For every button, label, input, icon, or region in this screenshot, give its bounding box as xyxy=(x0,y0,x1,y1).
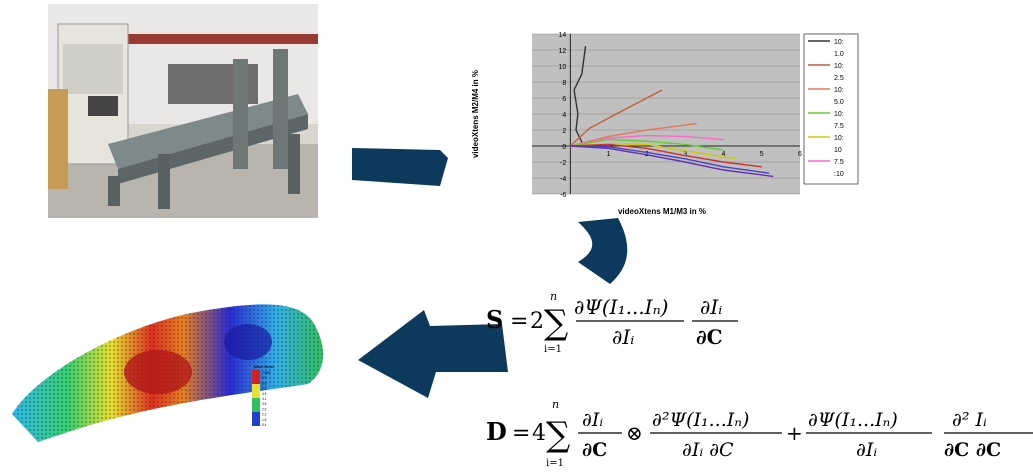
eq-s-sum-top: n xyxy=(550,290,557,303)
svg-text:=: = xyxy=(512,421,530,446)
eq-d-den1: ∂C xyxy=(582,439,607,461)
eq-d-den3: ∂Iᵢ xyxy=(856,439,877,461)
legend-entry: 7.5 xyxy=(834,123,844,130)
eq-s-num1: ∂Ψ(I₁...Iₙ) xyxy=(574,295,668,319)
y-axis-label: videoXtens M2/M4 in % xyxy=(471,70,480,158)
colorbar-tick: 4.9 xyxy=(262,392,267,396)
colorbar-tick: 7.913 xyxy=(262,371,270,375)
y-tick-label: 4 xyxy=(562,112,566,119)
colorbar-tick: 6.0 xyxy=(262,381,267,385)
legend-entry: 7.5 xyxy=(834,159,844,166)
svg-text:∑: ∑ xyxy=(544,303,568,343)
legend-entry: 10 xyxy=(834,147,842,154)
y-tick-label: 6 xyxy=(562,96,566,103)
series-line-8 xyxy=(570,145,770,174)
colorbar-tick: 2.9 xyxy=(262,407,267,411)
eq-d-num2: ∂²Ψ(I₁...Iₙ) xyxy=(652,409,749,431)
series-line-3 xyxy=(570,122,697,147)
colorbar-tick: 0.4 xyxy=(262,423,267,427)
y-tick-label: -4 xyxy=(560,176,566,183)
legend-entry: :10 xyxy=(834,171,844,178)
y-tick-label: -2 xyxy=(560,160,566,167)
legend-entry: 2.5 xyxy=(834,75,844,82)
y-tick-label: 12 xyxy=(558,48,566,55)
svg-text:∑: ∑ xyxy=(546,415,570,455)
x-axis-label: videoXtens M1/M3 in % xyxy=(618,207,706,216)
legend-entry: 10: xyxy=(834,63,844,70)
series-line-1 xyxy=(573,45,587,147)
y-tick-label: 2 xyxy=(562,128,566,135)
eq-s-den2: ∂C xyxy=(696,325,723,349)
eq-d-den4: ∂C ∂C xyxy=(944,439,1001,461)
equation-d: D = 4 ∑ n i=1 ∂Iᵢ ∂C ⊗ ∂²Ψ(I₁...Iₙ) ∂Iᵢ … xyxy=(486,392,1033,470)
y-tick-label: -6 xyxy=(560,192,566,199)
legend-entry: 10: xyxy=(834,87,844,94)
eq-s-den1: ∂Iᵢ xyxy=(612,325,634,349)
legend-entry: 10: xyxy=(834,39,844,46)
legend-entry: 1.0 xyxy=(834,51,844,58)
eq-s-sum-bot: i=1 xyxy=(544,344,562,355)
legend-box xyxy=(803,33,859,185)
colorbar-tick: 2.2 xyxy=(262,413,267,417)
colorbar-tick: 1.5 xyxy=(262,418,267,422)
x-tick-label: 3 xyxy=(683,151,687,158)
series-line-9 xyxy=(570,145,774,178)
x-tick-label: 6 xyxy=(798,151,802,158)
series-line-7 xyxy=(570,143,762,168)
eq-d-num1: ∂Iᵢ xyxy=(582,409,603,431)
test-machine-photo xyxy=(48,4,318,218)
colorbar-tick: 5.5 xyxy=(262,387,267,391)
colorbar-title: Mises Stress xyxy=(254,365,274,369)
colorbar-tick: 4.1 xyxy=(262,397,267,401)
x-tick-label: 4 xyxy=(721,151,725,158)
svg-text:=: = xyxy=(510,309,528,334)
legend-entry: 10: xyxy=(834,135,844,142)
y-tick-label: 14 xyxy=(558,32,566,39)
legend-entry: 5.0 xyxy=(834,99,844,106)
svg-text:⊗: ⊗ xyxy=(626,421,643,445)
eq-d-num4: ∂² Iᵢ xyxy=(952,409,987,431)
series-line-4 xyxy=(570,134,724,147)
eq-d-lhs: D xyxy=(486,417,507,446)
eq-d-sum-bot: i=1 xyxy=(546,458,564,469)
y-tick-label: 0 xyxy=(562,144,566,151)
series-line-2 xyxy=(569,89,663,147)
colorbar-tick: 6.7 xyxy=(262,376,267,380)
eq-s-coef: 2 xyxy=(530,309,544,334)
eq-d-den2: ∂Iᵢ ∂C xyxy=(682,439,734,461)
svg-text:+: + xyxy=(786,421,803,445)
colorbar-tick: 3.5 xyxy=(262,402,267,406)
series-line-5 xyxy=(570,138,724,151)
eq-s-lhs: S xyxy=(486,305,503,334)
arrow-right xyxy=(352,148,448,186)
legend-entry: 10: xyxy=(834,111,844,118)
arrow-curve xyxy=(578,218,628,284)
y-tick-label: 8 xyxy=(562,80,566,87)
eq-s-num2: ∂Iᵢ xyxy=(700,295,722,319)
equation-s: S = 2 ∑ n i=1 ∂Ψ(I₁...Iₙ) ∂Iᵢ ∂Iᵢ ∂C xyxy=(486,286,756,356)
y-tick-label: 10 xyxy=(558,64,566,71)
x-tick-label: 5 xyxy=(760,151,764,158)
arrow-left xyxy=(358,310,508,398)
x-tick-label: 1 xyxy=(607,151,611,158)
eq-d-num3: ∂Ψ(I₁...Iₙ) xyxy=(808,409,898,431)
eq-d-sum-top: n xyxy=(552,398,559,411)
eq-d-coef: 4 xyxy=(532,421,546,446)
